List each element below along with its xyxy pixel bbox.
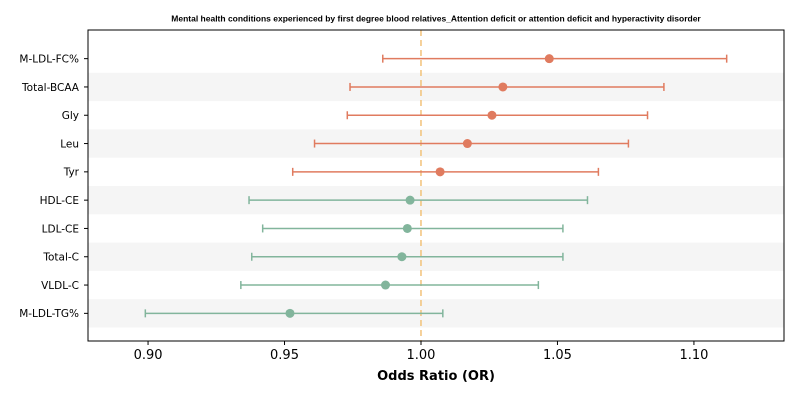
row-marker-group [240,280,540,290]
point-estimate [462,139,472,149]
point-estimate [435,167,445,177]
point-estimate [381,280,391,290]
y-tick-label: Total-BCAA [21,82,80,94]
row-marker-group [382,54,728,64]
point-estimate [544,54,554,64]
y-tick-label: Gly [62,110,79,122]
row-marker-group [261,223,564,233]
point-estimate [397,252,407,262]
row-marker-group [291,167,600,177]
x-tick-label: 1.10 [679,348,708,363]
y-tick-label: VLDL-C [41,280,79,292]
row-marker-group [251,252,564,262]
plot-frame [87,29,785,342]
y-tick-label: M-LDL-TG% [19,308,79,320]
point-estimate [498,82,508,92]
x-tick-label: 0.95 [270,348,299,363]
y-tick-label: LDL-CE [42,223,79,235]
point-estimate [487,110,497,120]
point-estimate [405,195,415,205]
x-axis-label: Odds Ratio (OR) [377,369,495,384]
x-tick-label: 1.00 [407,348,436,363]
x-tick-label: 0.90 [134,348,163,363]
point-estimate [285,308,295,318]
x-tick-label: 1.05 [543,348,572,363]
row-marker-group [144,308,444,318]
y-tick-label: HDL-CE [40,195,79,207]
y-axis: M-LDL-FC% Total-BCAA Gly Leu Tyr HDL-CE LDL-CE… [19,53,88,320]
row-marker-group [313,139,630,149]
y-tick-label: Total-C [42,252,79,264]
y-tick-label: Tyr [63,167,80,179]
chart-title: Mental health conditions experienced by … [171,14,701,24]
point-estimate [402,223,412,233]
row-marker-group [346,110,649,120]
data-marks [144,54,728,318]
y-tick-label: Leu [60,138,79,150]
x-axis: 0.90 0.95 1.00 1.05 1.10 [134,341,708,363]
row-marker-group [349,82,665,92]
row-marker-group [248,195,589,205]
y-tick-label: M-LDL-FC% [19,53,79,65]
